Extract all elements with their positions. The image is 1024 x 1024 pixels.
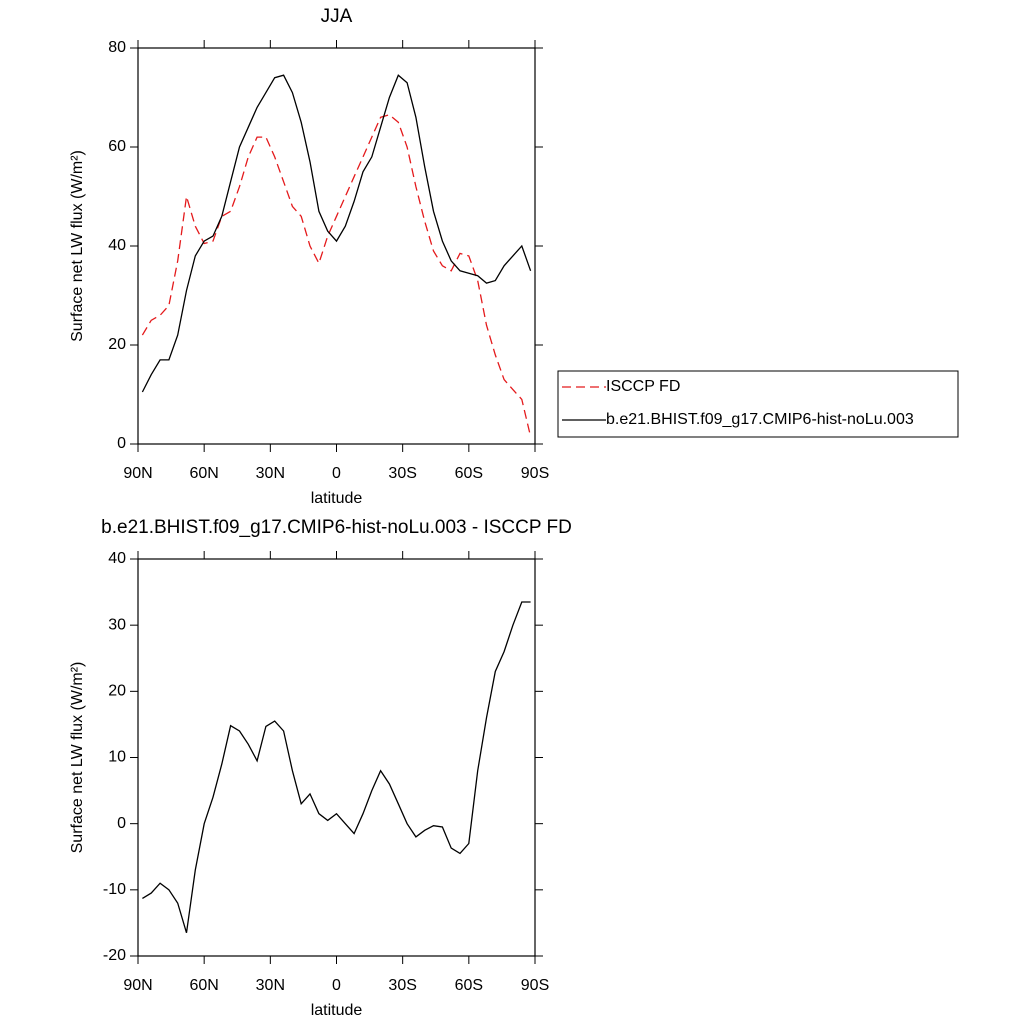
x-tick-label: 90N xyxy=(123,977,152,994)
x-tick-label: 60N xyxy=(189,465,218,482)
y-axis-label: Surface net LW flux (W/m²) xyxy=(69,662,86,854)
y-tick-label: 40 xyxy=(108,550,126,567)
x-tick-label: 0 xyxy=(332,977,341,994)
legend-box xyxy=(557,370,959,438)
x-tick-label: 90S xyxy=(521,977,549,994)
legend-label: b.e21.BHIST.f09_g17.CMIP6-hist-noLu.003 xyxy=(606,411,914,428)
y-axis-label: Surface net LW flux (W/m²) xyxy=(69,150,86,342)
y-tick-label: 60 xyxy=(108,138,126,155)
data-line xyxy=(141,114,532,437)
data-line xyxy=(141,74,532,393)
y-tick-label: 0 xyxy=(117,815,126,832)
x-tick-label: 60S xyxy=(455,977,483,994)
x-tick-label: 30N xyxy=(256,465,285,482)
x-tick-label: 30N xyxy=(256,977,285,994)
y-tick-label: 30 xyxy=(108,616,126,633)
legend-label: ISCCP FD xyxy=(606,378,680,395)
plot-frame xyxy=(137,47,536,445)
y-tick-label: -20 xyxy=(103,947,126,964)
y-tick-label: 80 xyxy=(108,39,126,56)
chart-title: b.e21.BHIST.f09_g17.CMIP6-hist-noLu.003 … xyxy=(101,517,572,538)
x-axis-label: latitude xyxy=(311,1002,363,1019)
x-tick-label: 0 xyxy=(332,465,341,482)
chart-title: JJA xyxy=(321,6,353,27)
y-tick-label: 0 xyxy=(117,435,126,452)
x-tick-label: 90N xyxy=(123,465,152,482)
x-tick-label: 30S xyxy=(388,977,416,994)
plot-frame xyxy=(137,558,536,957)
y-tick-label: 20 xyxy=(108,683,126,700)
data-line xyxy=(142,601,531,933)
y-tick-label: 20 xyxy=(108,336,126,353)
y-tick-label: 10 xyxy=(108,749,126,766)
y-tick-label: -10 xyxy=(103,881,126,898)
x-tick-label: 60N xyxy=(189,977,218,994)
y-tick-label: 40 xyxy=(108,237,126,254)
x-tick-label: 30S xyxy=(388,465,416,482)
x-tick-label: 60S xyxy=(455,465,483,482)
x-tick-label: 90S xyxy=(521,465,549,482)
x-axis-label: latitude xyxy=(311,490,363,507)
